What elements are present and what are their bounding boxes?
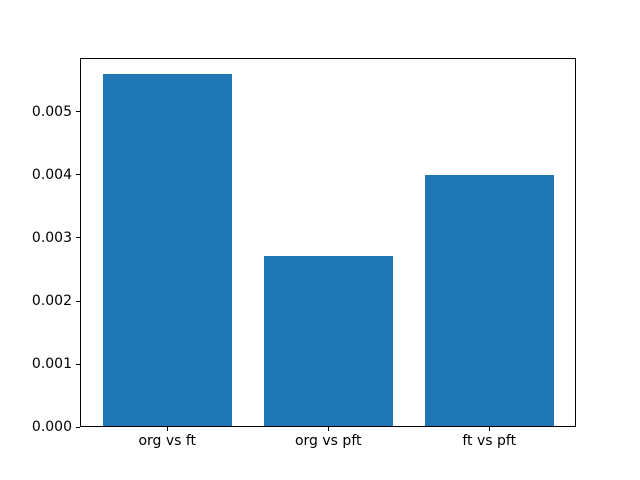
plot-area bbox=[80, 57, 576, 428]
x-tick-label-org-vs-pft: org vs pft bbox=[294, 433, 362, 450]
bar-org-vs-ft bbox=[102, 74, 232, 427]
x-tick-label-ft-vs-pft: ft vs pft bbox=[462, 433, 517, 450]
y-tick bbox=[76, 426, 80, 428]
x-tick-label-org-vs-ft: org vs ft bbox=[138, 433, 197, 450]
y-tick bbox=[76, 237, 80, 239]
y-tick bbox=[76, 300, 80, 302]
x-tick bbox=[166, 427, 168, 432]
y-tick-label: 0.004 bbox=[31, 166, 72, 183]
y-tick bbox=[76, 111, 80, 113]
y-tick-label: 0.005 bbox=[31, 103, 72, 120]
y-tick-label: 0.003 bbox=[31, 229, 72, 246]
y-tick bbox=[76, 174, 80, 176]
x-tick bbox=[488, 427, 490, 432]
y-tick-label: 0.001 bbox=[31, 356, 72, 373]
x-tick bbox=[327, 427, 329, 432]
y-tick bbox=[76, 363, 80, 365]
y-tick-label: 0.002 bbox=[31, 293, 72, 310]
y-tick-label: 0.000 bbox=[31, 419, 72, 436]
bar-org-vs-pft bbox=[263, 255, 393, 427]
bar-ft-vs-pft bbox=[424, 175, 554, 427]
